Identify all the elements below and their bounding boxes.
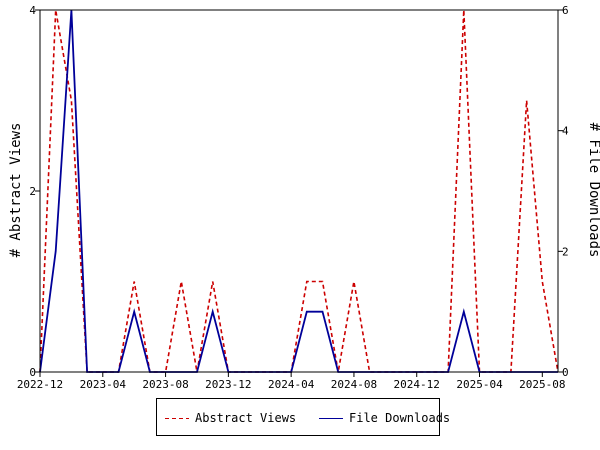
legend-swatch-solid-blue: [319, 418, 343, 419]
y-left-tick-label: 0: [29, 366, 36, 379]
y-axis-left-title: # Abstract Views: [8, 123, 24, 258]
x-tick-label: 2024-08: [331, 378, 377, 391]
y-right-tick-label: 6: [562, 4, 569, 17]
y-right-tick-label: 2: [562, 245, 569, 258]
legend-label: Abstract Views: [195, 411, 297, 425]
plot-area: [39, 9, 559, 373]
x-tick-label: 2023-08: [142, 378, 188, 391]
x-tick-label: 2025-08: [519, 378, 565, 391]
legend-item-file-downloads: File Downloads: [319, 410, 450, 426]
legend: Abstract Views File Downloads: [156, 398, 450, 436]
x-tick-label: 2023-04: [80, 378, 127, 391]
legend-label: File Downloads: [349, 411, 451, 425]
legend-item-abstract-views: Abstract Views: [165, 410, 296, 426]
series-line-abstract-views: [39, 9, 559, 373]
x-tick-label: 2025-04: [456, 378, 503, 391]
x-tick-label: 2022-12: [17, 378, 63, 391]
x-tick-label: 2023-12: [205, 378, 251, 391]
axes: 2022-12 2023-04 2023-08 2023-12 2024-04 2024-…: [17, 4, 569, 391]
x-tick-label: 2024-04: [268, 378, 315, 391]
x-tick-label: 2024-12: [394, 378, 440, 391]
y-axis-right-title: # File Downloads: [586, 123, 600, 258]
series-line-file-downloads: [39, 9, 558, 373]
y-right-tick-label: 0: [562, 366, 569, 379]
plot-frame: [39, 9, 559, 373]
y-left-tick-label: 2: [29, 185, 36, 198]
legend-swatch-dashed-red: [165, 418, 189, 419]
y-right-tick-label: 4: [562, 125, 569, 138]
y-left-tick-label: 4: [29, 4, 36, 17]
